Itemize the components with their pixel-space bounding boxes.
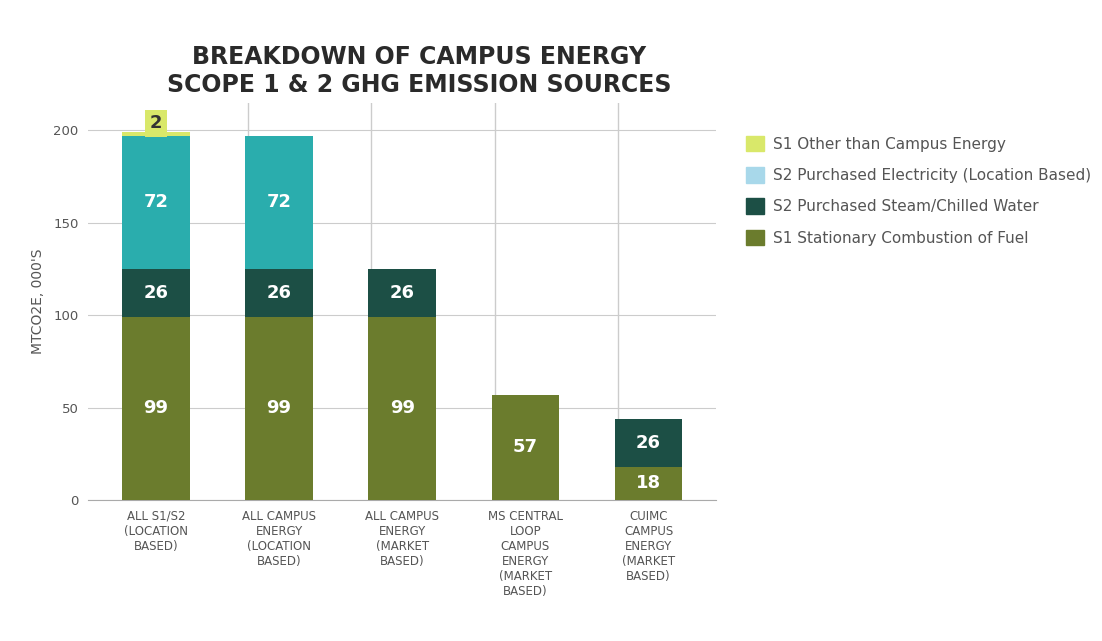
Bar <box>368 269 436 317</box>
Bar <box>491 395 559 500</box>
Bar <box>122 269 190 317</box>
Bar <box>122 136 190 269</box>
Bar <box>368 317 436 500</box>
Bar <box>615 419 682 467</box>
Text: 26: 26 <box>143 284 169 302</box>
Bar <box>245 269 313 317</box>
Text: 72: 72 <box>143 194 169 212</box>
Bar <box>122 317 190 500</box>
Text: 26: 26 <box>390 284 414 302</box>
Text: 99: 99 <box>267 399 292 417</box>
Bar <box>245 317 313 500</box>
Legend: S1 Other than Campus Energy, S2 Purchased Electricity (Location Based), S2 Purch: S1 Other than Campus Energy, S2 Purchase… <box>746 136 1092 246</box>
Bar <box>122 132 190 136</box>
Y-axis label: MTCO2E, 000'S: MTCO2E, 000'S <box>31 249 45 354</box>
Text: 26: 26 <box>636 434 661 452</box>
Text: 99: 99 <box>390 399 414 417</box>
Text: BREAKDOWN OF CAMPUS ENERGY
SCOPE 1 & 2 GHG EMISSION SOURCES: BREAKDOWN OF CAMPUS ENERGY SCOPE 1 & 2 G… <box>166 45 671 97</box>
Text: 18: 18 <box>636 474 661 492</box>
Text: 2: 2 <box>150 114 162 132</box>
Text: 57: 57 <box>512 438 538 456</box>
Text: 99: 99 <box>143 399 169 417</box>
Bar <box>245 136 313 269</box>
Text: 72: 72 <box>267 194 292 212</box>
Text: 26: 26 <box>267 284 292 302</box>
Bar <box>615 467 682 500</box>
